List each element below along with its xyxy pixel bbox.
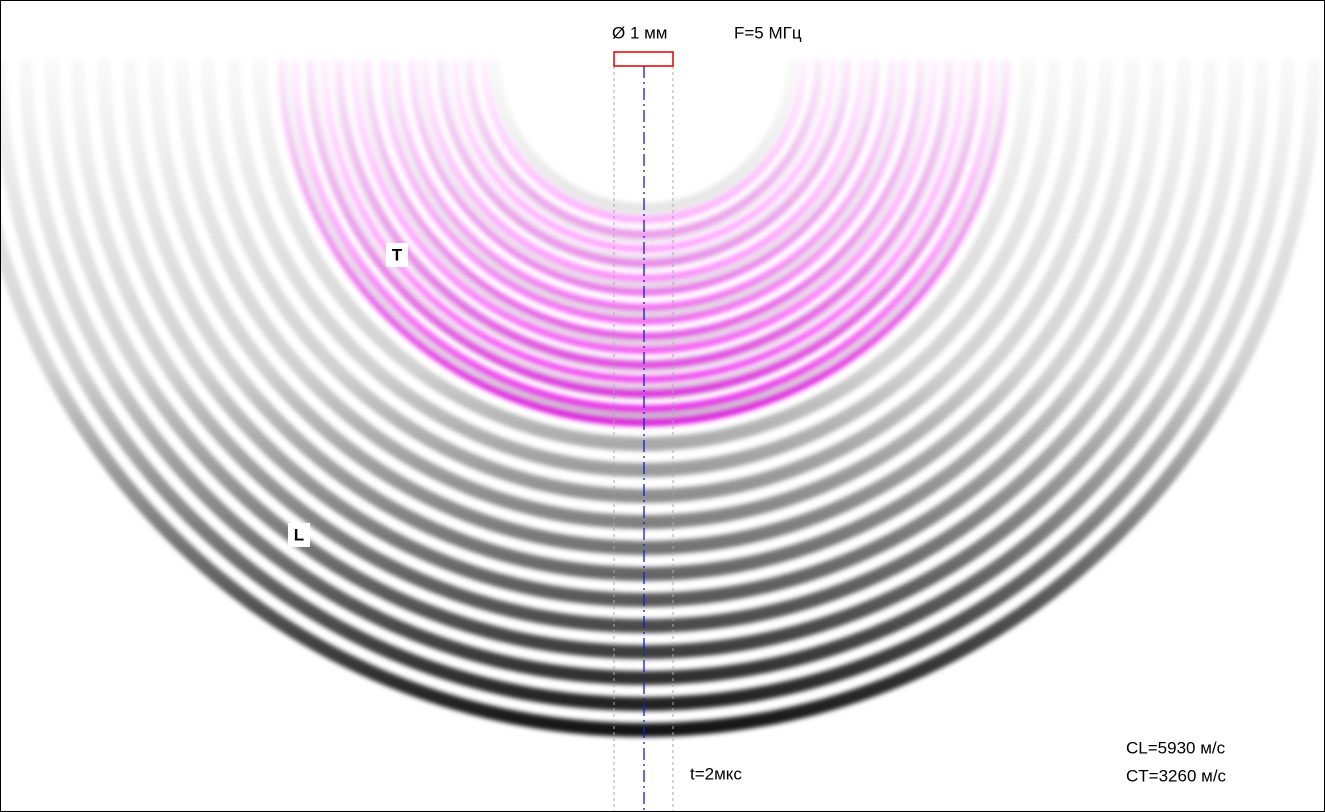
wave-fronts bbox=[0, 59, 1321, 737]
cl-label: CL=5930 м/с bbox=[1126, 738, 1226, 757]
transverse-front bbox=[393, 59, 895, 311]
label-box bbox=[386, 243, 408, 267]
transverse-front bbox=[422, 59, 866, 282]
frequency-label: F=5 МГц bbox=[734, 23, 802, 42]
longitudinal-front bbox=[149, 59, 1139, 555]
transverse-front bbox=[466, 59, 822, 238]
longitudinal-front bbox=[45, 59, 1243, 659]
transducer bbox=[613, 51, 674, 67]
diameter-label: Ø 1 мм bbox=[612, 23, 668, 42]
transverse-front bbox=[335, 59, 953, 369]
transverse-front bbox=[350, 59, 938, 354]
transverse-label: T bbox=[392, 245, 403, 264]
transverse-front bbox=[306, 59, 982, 398]
transverse-front bbox=[292, 59, 996, 412]
label-box bbox=[288, 523, 310, 547]
transverse-front bbox=[437, 59, 851, 267]
ct-label: CT=3260 м/с bbox=[1126, 766, 1227, 785]
longitudinal-label: L bbox=[294, 525, 304, 544]
transverse-front bbox=[379, 59, 909, 325]
time-label: t=2мкс bbox=[690, 764, 742, 783]
